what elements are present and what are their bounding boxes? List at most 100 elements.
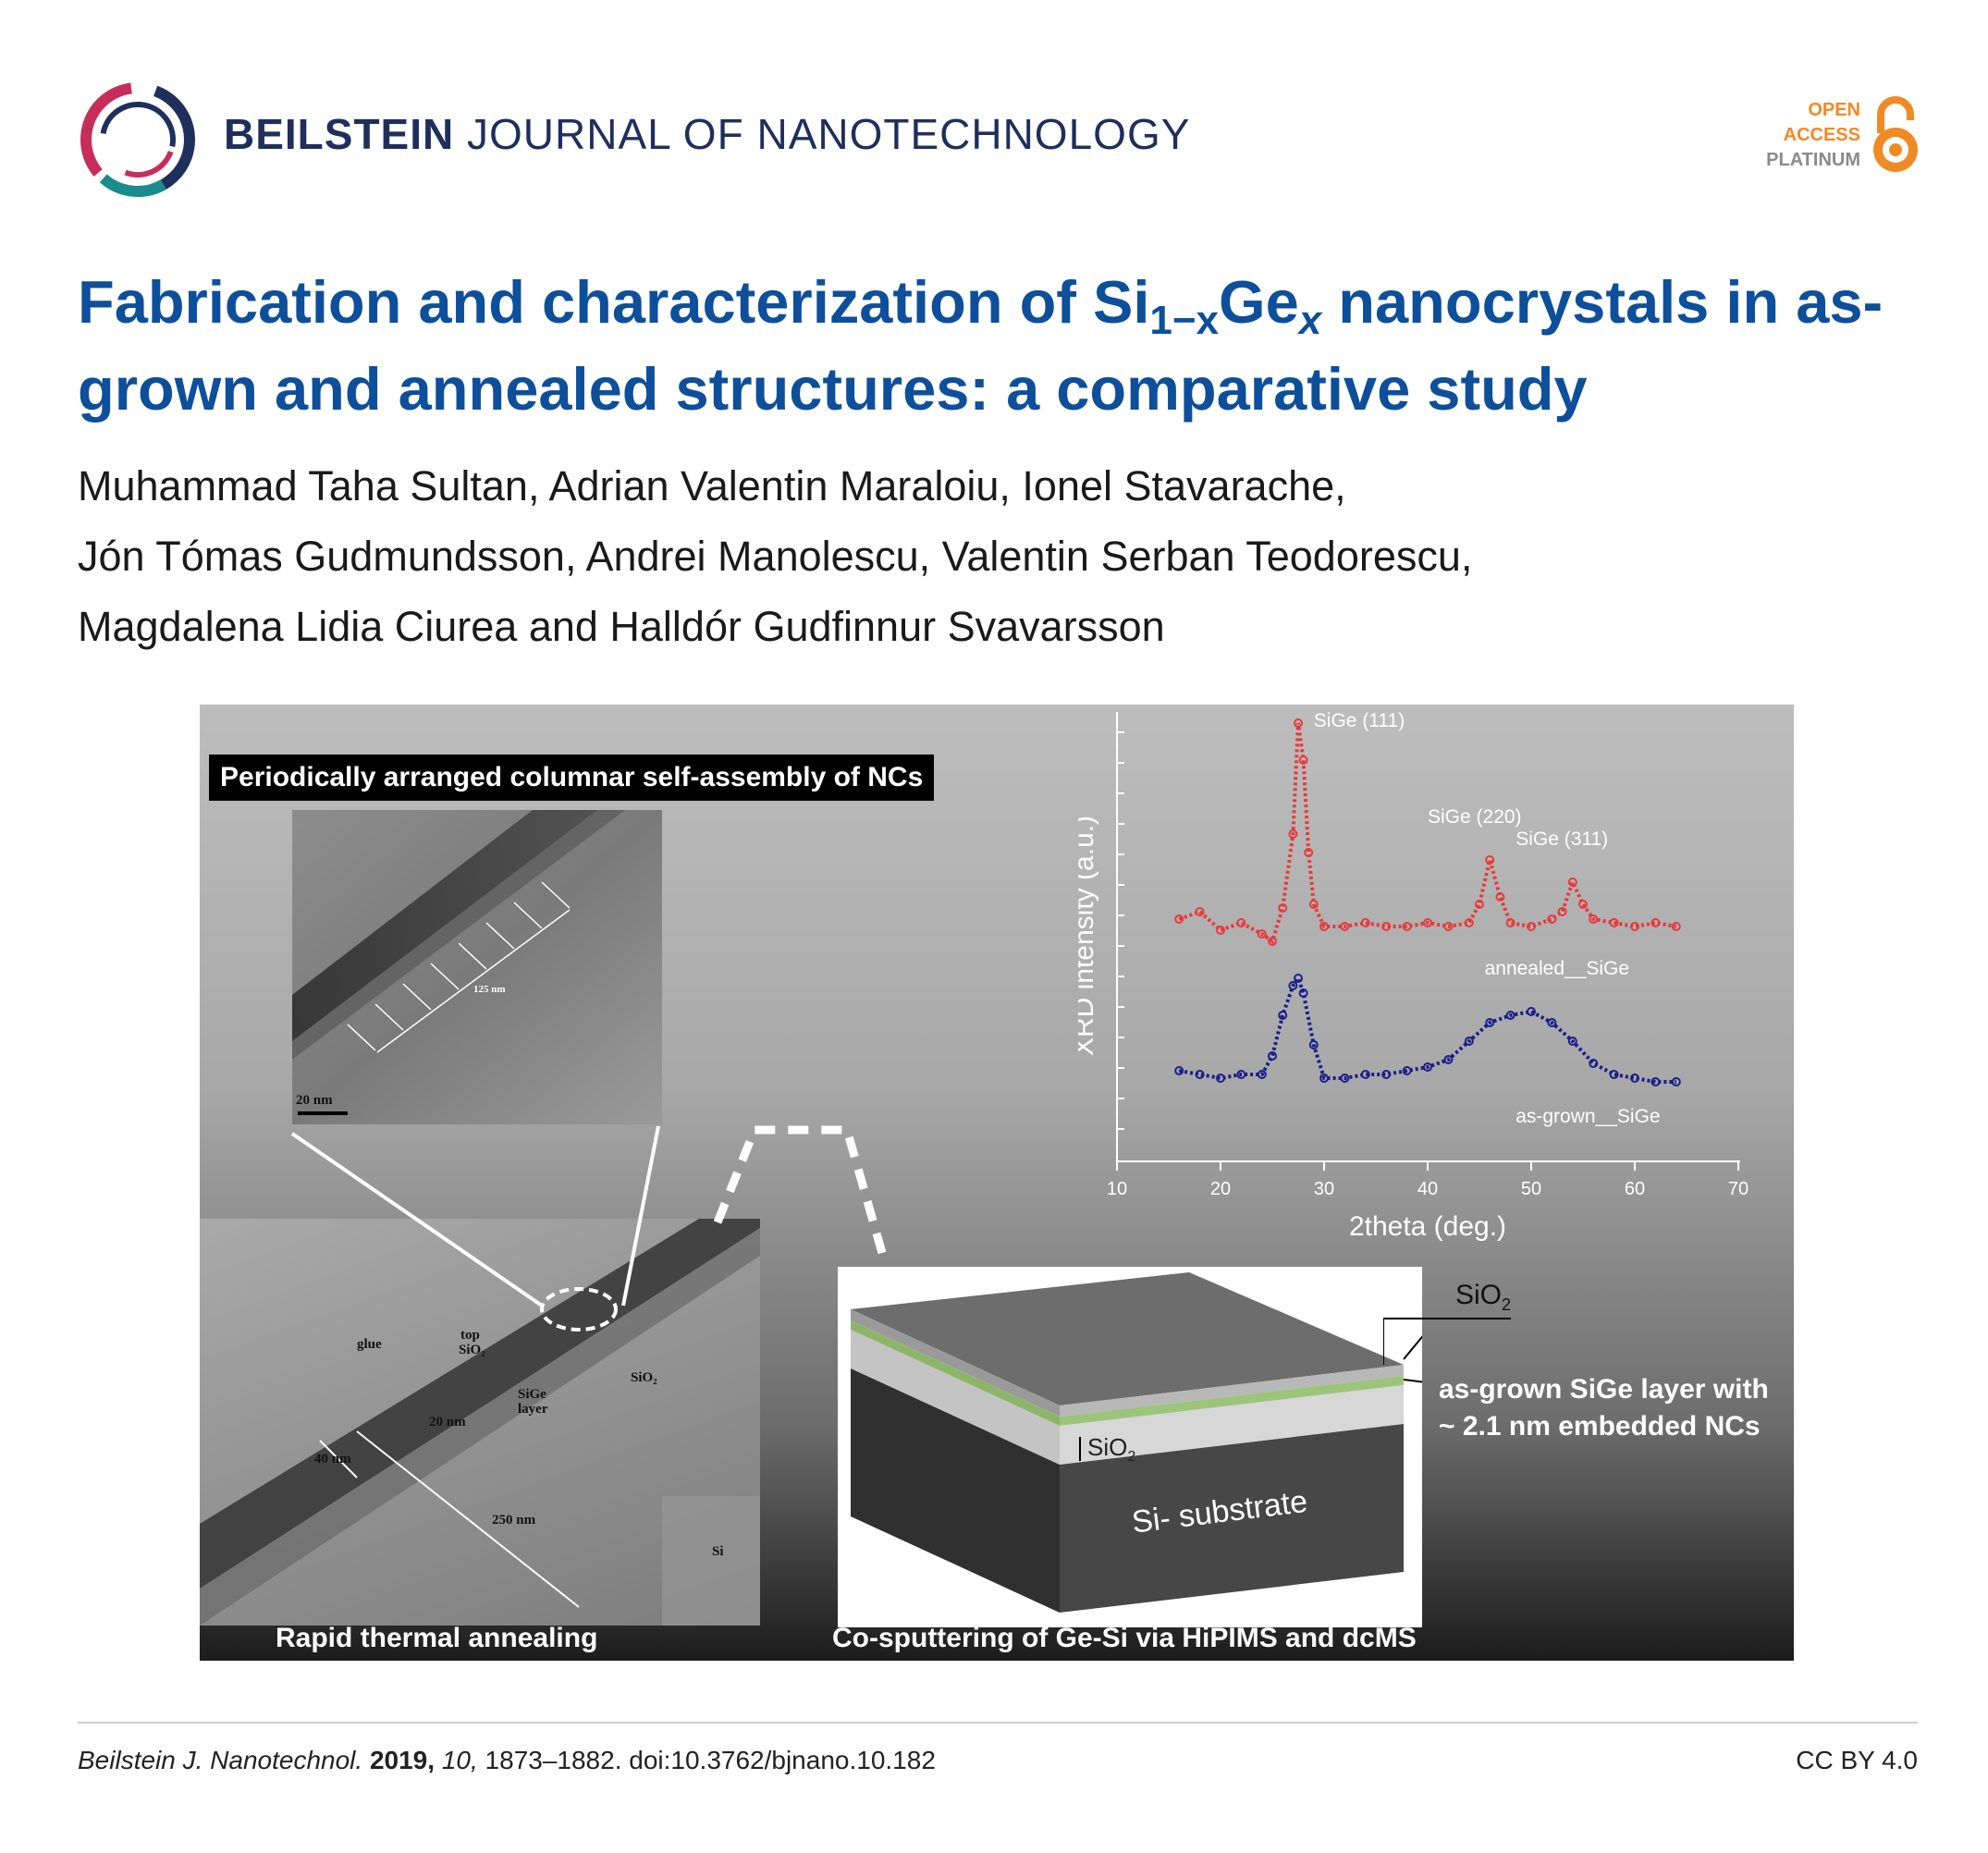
article-title: Fabrication and characterization of Si1−… [78,259,1918,433]
footer-divider [78,1722,1918,1724]
xrd-point [1651,918,1661,927]
tem-image-columnar: 20 nm 125 nm [292,810,662,1124]
xrd-point [1443,922,1454,931]
oa-line-open: OPEN [1808,100,1860,120]
tem-si: Si [712,1544,724,1559]
xrd-point [1319,1074,1329,1083]
xrd-point [1527,922,1536,931]
xrd-point [1294,974,1303,983]
xrd-point [1651,1077,1661,1086]
citation-journal: Beilstein J. Nanotechnol. [78,1746,363,1774]
xrd-point [1423,918,1432,927]
xrd-point [1381,1070,1392,1079]
xrd-point [1308,900,1319,909]
xrd-point [1671,922,1681,931]
citation: Beilstein J. Nanotechnol. 2019, 10, 1873… [78,1746,936,1775]
xrd-x-tick-label: 40 [1417,1179,1438,1199]
xrd-point [1443,1055,1454,1064]
xrd-peak-220: SiGe (220) [1428,806,1522,828]
xrd-point [1464,918,1474,927]
xrd-point [1298,988,1308,998]
xrd-point [1567,877,1577,887]
xrd-point [1360,1070,1370,1079]
journal-logo-icon [80,82,195,197]
title-part-2: Ge [1219,268,1299,336]
xrd-point [1402,922,1412,931]
xrd-point [1527,1007,1536,1016]
xrd-x-tick-label: 10 [1107,1179,1127,1199]
xrd-legend-asgrown: as-grown__SiGe [1516,1106,1660,1127]
schematic-sio2-top: SiO2 [1455,1280,1512,1314]
xrd-point [1257,929,1267,939]
label-rapid-thermal-annealing: Rapid thermal annealing [276,1623,598,1653]
article-authors: Muhammad Taha Sultan, Adrian Valentin Ma… [78,451,1918,662]
title-subscript-2: x [1298,298,1322,343]
xrd-point [1671,1077,1681,1086]
title-part-1: Fabrication and characterization of Si [78,268,1150,336]
xrd-point [1236,1070,1246,1079]
title-subscript-1: 1−x [1149,298,1220,343]
tem-sio2: SiO₂ [631,1370,657,1385]
open-access-lock-icon [1873,96,1918,172]
tem-glue: glue [357,1337,382,1352]
journal-name-rest: JOURNAL OF NANOTECHNOLOGY [467,110,1191,158]
xrd-x-tick-label: 60 [1625,1179,1645,1199]
tem-sige-layer-2: layer [518,1402,548,1417]
label-columnar-self-assembly: Periodically arranged columnar self-asse… [209,755,935,801]
tem-scale-bar: 20 nm [296,1093,333,1108]
xrd-point [1308,1040,1319,1049]
xrd-point [1485,1018,1495,1027]
license-label[interactable]: CC BY 4.0 [1796,1746,1918,1774]
citation-volume: 10, [441,1746,478,1774]
xrd-x-tick-label: 30 [1314,1179,1334,1199]
title-part-3: nanocrystals in as-grown and annealed st… [78,268,1884,423]
graphical-abstract: Periodically arranged columnar self-asse… [200,705,1794,1661]
xrd-point [1288,829,1298,839]
xrd-point [1340,922,1350,931]
xrd-point [1609,918,1619,927]
xrd-series-asgrown [1178,974,1676,1084]
xrd-point [1236,918,1246,927]
citation-year: 2019, [369,1746,436,1774]
oa-line-access: ACCESS [1783,125,1860,145]
xrd-point [1304,848,1314,857]
xrd-point [1589,914,1599,924]
tem-dim-40: 40 nm [314,1452,351,1466]
xrd-point [1423,1062,1432,1072]
xrd-point [1485,855,1495,865]
xrd-point [1630,1074,1639,1083]
xrd-point [1495,892,1505,902]
xrd-point [1360,918,1370,927]
xrd-point [1547,914,1557,924]
authors-line-3: Magdalena Lidia Ciurea and Halldór Gudfi… [78,603,1165,650]
tem-dim-250: 250 nm [492,1513,536,1528]
xrd-point [1578,900,1588,909]
xrd-axes [1116,712,1740,1162]
xrd-point [1278,903,1288,913]
xrd-point [1609,1070,1619,1079]
xrd-point [1630,922,1639,931]
oa-line-platinum: PLATINUM [1766,150,1860,170]
tem-dim-20: 20 nm [429,1415,466,1430]
xrd-legend-annealed: annealed__SiGe [1485,958,1629,979]
open-access-badge: OPEN ACCESS PLATINUM [1748,92,1923,178]
layer-stack-drawing [851,1272,1449,1613]
xrd-point [1589,1059,1599,1068]
xrd-x-tick-label: 70 [1728,1179,1749,1199]
figure-connectors [290,1125,889,1331]
xrd-point [1381,922,1392,931]
xrd-point [1319,922,1329,931]
xrd-peak-111: SiGe (111) [1314,710,1405,731]
xrd-point [1294,718,1303,728]
xrd-peak-311: SiGe (311) [1516,828,1608,850]
tem-sige-layer-1: SiGe [518,1387,546,1402]
journal-name-bold: BEILSTEIN [224,110,455,158]
xrd-point [1174,914,1184,924]
xrd-x-axis-label: 2theta (deg.) [1349,1211,1506,1241]
citation-pages-doi[interactable]: 1873–1882. doi:10.3762/bjnano.10.182 [485,1746,936,1774]
xrd-point [1547,1018,1557,1027]
xrd-point [1298,755,1308,765]
xrd-point [1567,1037,1577,1046]
xrd-point [1475,900,1484,909]
schematic-sige-label-2: ~ 2.1 nm embedded NCs [1439,1411,1761,1442]
